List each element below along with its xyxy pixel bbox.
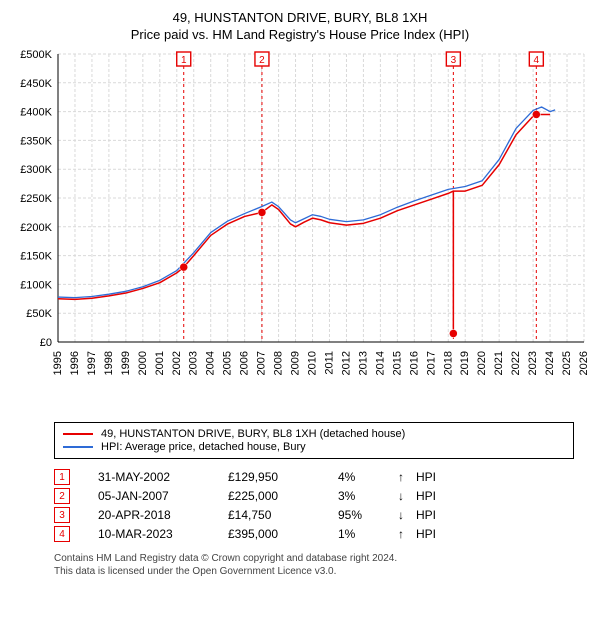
transaction-price: £395,000 xyxy=(228,527,338,541)
svg-text:1998: 1998 xyxy=(103,351,115,375)
svg-text:1: 1 xyxy=(181,55,187,66)
chart-svg: £0 £50K £100K £150K £200K £250K £300K £350K £400… xyxy=(12,48,588,388)
transaction-hpi-label: HPI xyxy=(416,489,436,503)
svg-text:£350K: £350K xyxy=(20,135,52,147)
svg-text:2015: 2015 xyxy=(391,351,403,375)
svg-text:£0: £0 xyxy=(40,337,52,349)
transaction-row: 1 31-MAY-2002£129,9504% HPI xyxy=(54,469,584,485)
transaction-hpi-label: HPI xyxy=(416,470,436,484)
svg-text:2024: 2024 xyxy=(544,351,556,375)
chart-container: 49, HUNSTANTON DRIVE, BURY, BL8 1XH Pric… xyxy=(0,0,600,588)
svg-text:£150K: £150K xyxy=(20,251,52,263)
svg-text:2005: 2005 xyxy=(222,351,234,375)
svg-text:£200K: £200K xyxy=(20,222,52,234)
transaction-marker: 1 xyxy=(54,469,70,485)
legend-item: 49, HUNSTANTON DRIVE, BURY, BL8 1XH (det… xyxy=(63,428,565,440)
transaction-row: 2 05-JAN-2007£225,0003% HPI xyxy=(54,488,584,504)
transaction-marker: 4 xyxy=(54,526,70,542)
transaction-hpi-label: HPI xyxy=(416,527,436,541)
transaction-date: 31-MAY-2002 xyxy=(98,470,228,484)
svg-text:2008: 2008 xyxy=(273,351,285,375)
svg-text:2004: 2004 xyxy=(205,351,217,375)
svg-text:£500K: £500K xyxy=(20,49,52,61)
transaction-pct: 1% xyxy=(338,527,398,541)
svg-text:2025: 2025 xyxy=(561,351,573,375)
transaction-date: 10-MAR-2023 xyxy=(98,527,228,541)
legend-swatch xyxy=(63,433,93,435)
legend-label: 49, HUNSTANTON DRIVE, BURY, BL8 1XH (det… xyxy=(101,428,405,440)
transaction-date: 05-JAN-2007 xyxy=(98,489,228,503)
legend: 49, HUNSTANTON DRIVE, BURY, BL8 1XH (det… xyxy=(54,422,574,459)
svg-text:£50K: £50K xyxy=(26,308,52,320)
svg-text:£300K: £300K xyxy=(20,164,52,176)
transaction-pct: 4% xyxy=(338,470,398,484)
chart: £0 £50K £100K £150K £200K £250K £300K £350K £400… xyxy=(12,48,588,388)
transaction-price: £129,950 xyxy=(228,470,338,484)
legend-swatch xyxy=(63,446,93,448)
svg-text:2014: 2014 xyxy=(374,351,386,375)
svg-text:2017: 2017 xyxy=(425,351,437,375)
svg-text:2012: 2012 xyxy=(340,351,352,375)
svg-text:2000: 2000 xyxy=(137,351,149,375)
transaction-marker: 2 xyxy=(54,488,70,504)
footer: Contains HM Land Registry data © Crown c… xyxy=(54,552,588,578)
svg-text:2022: 2022 xyxy=(510,351,522,375)
svg-text:2006: 2006 xyxy=(239,351,251,375)
svg-text:3: 3 xyxy=(451,55,457,66)
legend-label: HPI: Average price, detached house, Bury xyxy=(101,441,306,453)
svg-text:2009: 2009 xyxy=(290,351,302,375)
svg-text:2010: 2010 xyxy=(307,351,319,375)
title-line2: Price paid vs. HM Land Registry's House … xyxy=(12,27,588,42)
transactions-table: 1 31-MAY-2002£129,9504% HPI 2 05-JAN-2007£22… xyxy=(54,469,584,542)
svg-text:1996: 1996 xyxy=(69,351,81,375)
transaction-pct: 3% xyxy=(338,489,398,503)
svg-text:£400K: £400K xyxy=(20,107,52,119)
svg-text:2003: 2003 xyxy=(188,351,200,375)
footer-line2: This data is licensed under the Open Gov… xyxy=(54,565,588,578)
svg-text:£450K: £450K xyxy=(20,78,52,90)
svg-text:2013: 2013 xyxy=(357,351,369,375)
transaction-row: 4 10-MAR-2023£395,0001% HPI xyxy=(54,526,584,542)
svg-text:2020: 2020 xyxy=(476,351,488,375)
svg-text:2: 2 xyxy=(259,55,265,66)
transaction-marker: 3 xyxy=(54,507,70,523)
svg-text:1995: 1995 xyxy=(52,351,64,375)
arrow-up-icon xyxy=(398,470,416,484)
svg-text:2021: 2021 xyxy=(493,351,505,375)
arrow-down-icon xyxy=(398,508,416,522)
svg-text:2023: 2023 xyxy=(527,351,539,375)
transaction-date: 20-APR-2018 xyxy=(98,508,228,522)
transaction-price: £14,750 xyxy=(228,508,338,522)
transaction-price: £225,000 xyxy=(228,489,338,503)
svg-text:2007: 2007 xyxy=(256,351,268,375)
svg-text:2016: 2016 xyxy=(408,351,420,375)
svg-text:£100K: £100K xyxy=(20,279,52,291)
title-line1: 49, HUNSTANTON DRIVE, BURY, BL8 1XH xyxy=(12,10,588,25)
arrow-up-icon xyxy=(398,527,416,541)
svg-text:2002: 2002 xyxy=(171,351,183,375)
svg-text:2019: 2019 xyxy=(459,351,471,375)
arrow-down-icon xyxy=(398,489,416,503)
svg-text:4: 4 xyxy=(534,55,540,66)
svg-text:£250K: £250K xyxy=(20,193,52,205)
title-block: 49, HUNSTANTON DRIVE, BURY, BL8 1XH Pric… xyxy=(12,10,588,42)
transaction-row: 3 20-APR-2018£14,75095% HPI xyxy=(54,507,584,523)
svg-text:1999: 1999 xyxy=(120,351,132,375)
svg-text:2001: 2001 xyxy=(154,351,166,375)
svg-text:2018: 2018 xyxy=(442,351,454,375)
svg-text:1997: 1997 xyxy=(86,351,98,375)
footer-line1: Contains HM Land Registry data © Crown c… xyxy=(54,552,588,565)
svg-text:2011: 2011 xyxy=(323,351,335,375)
svg-text:2026: 2026 xyxy=(578,351,588,375)
transaction-hpi-label: HPI xyxy=(416,508,436,522)
transaction-pct: 95% xyxy=(338,508,398,522)
legend-item: HPI: Average price, detached house, Bury xyxy=(63,441,565,453)
